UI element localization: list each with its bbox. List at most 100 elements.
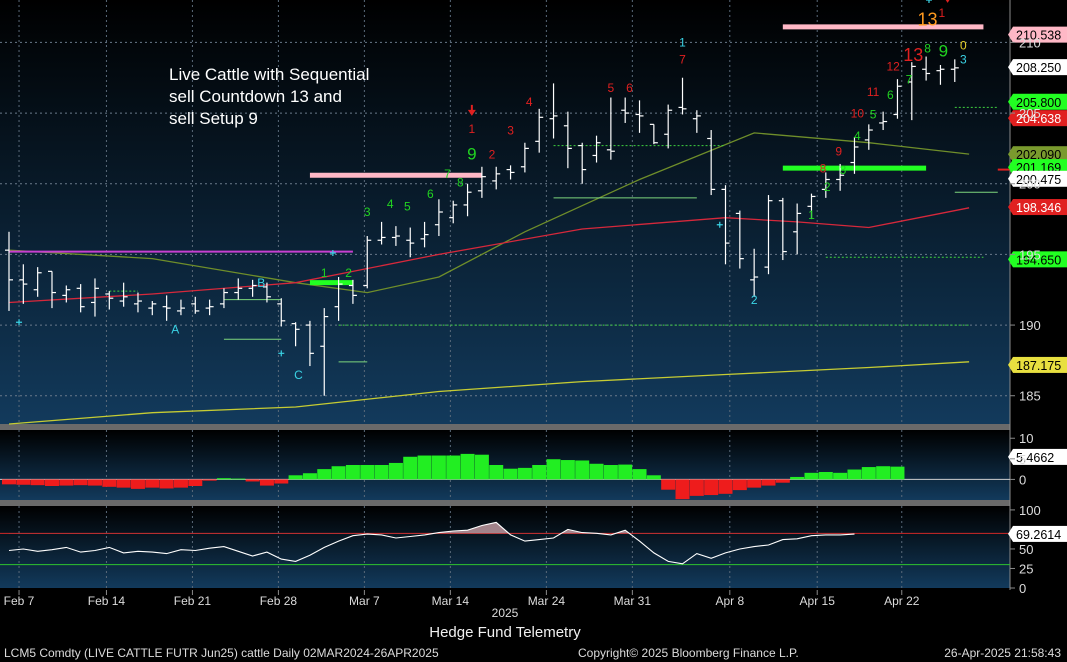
momentum-bar (102, 479, 117, 487)
x-tick-label: Apr 15 (800, 594, 836, 608)
panel-background (0, 0, 1010, 424)
momentum-bar (761, 479, 776, 486)
annotation-line-1: Live Cattle with Sequential (169, 65, 369, 84)
sequential-count-label: 4 (854, 129, 861, 143)
momentum-bar (489, 465, 504, 480)
sequential-count-label: 6 (427, 187, 434, 201)
momentum-bar (274, 479, 289, 484)
sequential-count-label: 8 (820, 161, 827, 175)
sequential-count-label: 8 (924, 41, 931, 55)
sequential-count-label: 13 (903, 45, 923, 65)
sequential-count-label: 9 (467, 145, 476, 164)
price-value-tag: 210.538 (1008, 26, 1067, 43)
sequential-count-label: A (171, 323, 179, 337)
momentum-bar (116, 479, 131, 488)
momentum-bar (503, 468, 518, 480)
momentum-value-tag: 5.4662 (1008, 448, 1067, 465)
momentum-bar (331, 466, 346, 480)
momentum-bar (16, 479, 31, 485)
momentum-bar (2, 479, 16, 485)
price-value-tag-pointer (1008, 110, 1013, 127)
x-tick-label: Feb 28 (260, 594, 298, 608)
momentum-bar (216, 478, 231, 480)
momentum-bar (732, 479, 747, 491)
rsi-line (8, 521, 855, 565)
momentum-bar (446, 455, 461, 480)
footer-timestamp: 26-Apr-2025 21:58:43 (944, 646, 1061, 660)
momentum-bar (259, 479, 274, 486)
y-tick-label: 205 (1019, 106, 1041, 121)
panel-separator (0, 588, 1067, 592)
panel-background (0, 430, 1010, 500)
sequential-count-label: 1 (321, 266, 328, 280)
sequential-count-label: 2 (751, 293, 758, 307)
momentum-tick-label: 0 (1019, 472, 1026, 487)
price-value-tag-box (1013, 59, 1067, 76)
sequential-count-label: 7 (679, 53, 686, 67)
price-value-tag-pointer (1008, 251, 1013, 268)
sequential-count-label: 0 (960, 38, 967, 52)
price-value-tag: 202.090 (1008, 146, 1067, 163)
sequential-count-label: C (294, 368, 303, 382)
cross-marker (278, 350, 285, 357)
y-tick-label: 195 (1019, 247, 1041, 262)
momentum-bar (618, 464, 633, 480)
rsi-tick-label: 25 (1019, 561, 1033, 576)
cross-marker (329, 249, 336, 256)
moving-average-line (8, 361, 970, 425)
momentum-bar (689, 479, 704, 496)
price-value-tag-pointer (1008, 356, 1013, 373)
sell-arrow-marker (467, 109, 476, 116)
sequential-count-label: 6 (887, 88, 894, 102)
momentum-bar (775, 479, 790, 483)
price-value-tag-text: 208.250 (1016, 61, 1061, 75)
momentum-bar (73, 479, 88, 486)
sequential-count-label: 2 (345, 266, 352, 280)
x-tick-label: Mar 24 (528, 594, 566, 608)
momentum-bar (646, 475, 661, 480)
price-value-tag-text: 200.475 (1016, 173, 1061, 187)
price-value-tag-pointer (1008, 146, 1013, 163)
momentum-bar (417, 455, 432, 480)
momentum-bar (804, 472, 819, 480)
momentum-tick-label: 5 (1019, 452, 1026, 467)
x-tick-label: Mar 14 (432, 594, 470, 608)
momentum-bar (188, 479, 203, 486)
price-value-tag: 194.650 (1008, 251, 1067, 268)
sequential-count-label: 9 (939, 42, 948, 61)
sequential-count-label: 1 (808, 208, 815, 222)
axis-column (1010, 0, 1067, 590)
momentum-bar (159, 479, 174, 489)
price-value-tag: 204.638 (1008, 110, 1067, 127)
sequential-count-label: 12 (886, 60, 900, 74)
price-value-tag: 205.800 (1008, 93, 1067, 110)
price-value-tag-pointer (1008, 93, 1013, 110)
sequential-count-label: 10 (851, 106, 865, 120)
sequential-count-label: 2 (824, 180, 831, 194)
sequential-count-label: 5 (608, 81, 615, 95)
momentum-bar (675, 479, 690, 500)
momentum-bar (818, 472, 833, 480)
year-label: 2025 (491, 606, 519, 620)
momentum-bar (517, 467, 532, 480)
momentum-bar (360, 465, 375, 480)
momentum-bar (202, 479, 217, 481)
momentum-bar (431, 455, 446, 480)
momentum-bar (317, 469, 332, 480)
momentum-bar (661, 479, 676, 490)
rsi-value-tag-text: 69.2614 (1016, 528, 1061, 542)
moving-average-line (8, 132, 970, 294)
sequential-count-label: 5 (404, 200, 411, 214)
price-value-tag-pointer (1008, 159, 1013, 176)
price-value-tag-box (1013, 93, 1067, 110)
cross-marker (925, 0, 932, 3)
momentum-bar (288, 475, 303, 480)
momentum-bar (474, 454, 489, 480)
cross-marker (716, 221, 723, 228)
sequential-count-label: 4 (387, 197, 394, 211)
sequential-count-label: B (257, 276, 265, 290)
momentum-bar (632, 469, 647, 480)
price-value-tag-box (1013, 146, 1067, 163)
sequential-count-label: 11 (867, 85, 880, 99)
momentum-bar (145, 479, 160, 488)
